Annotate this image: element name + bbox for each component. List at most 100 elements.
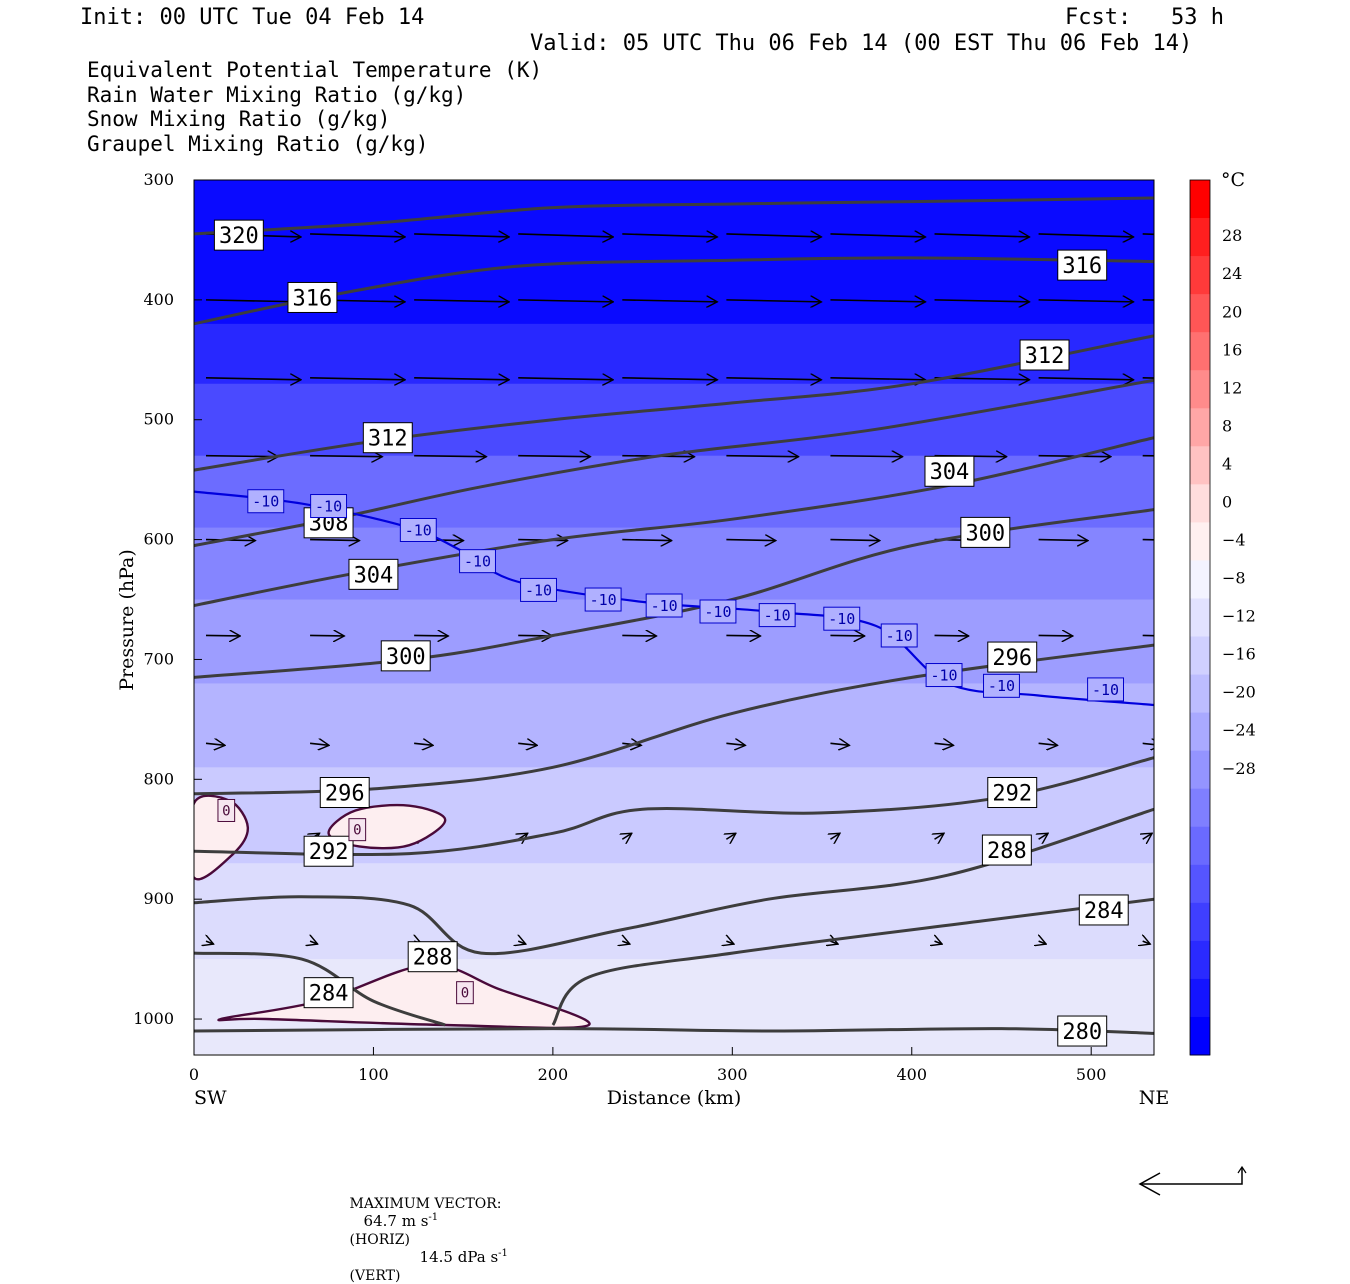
wind-vector — [935, 833, 945, 839]
wind-vector — [726, 300, 821, 302]
zero-label-box — [348, 818, 367, 842]
x-tick-label: 400 — [896, 1065, 927, 1084]
colorbar-swatch — [1190, 408, 1210, 447]
colorbar-swatch — [1190, 750, 1210, 790]
theta-e-label: 284 — [309, 982, 349, 1007]
theta-e-label: 316 — [293, 286, 333, 311]
wind-vector — [206, 941, 214, 944]
wind-vector — [1039, 833, 1049, 839]
x-end-right: NE — [1139, 1087, 1170, 1109]
temperature-shading — [194, 180, 1154, 1055]
minus10-label: -10 — [764, 607, 791, 625]
wind-vector — [726, 743, 745, 745]
colorbar-swatch — [1190, 256, 1210, 295]
wind-vector — [1038, 743, 1058, 745]
theta-e-label-box — [960, 516, 1011, 548]
colorbar-swatch — [1190, 484, 1210, 523]
init-time: Init: 00 UTC Tue 04 Feb 14 — [80, 5, 425, 30]
minus10-label: -10 — [464, 553, 491, 571]
colorbar-tick-label: 12 — [1222, 378, 1242, 397]
wind-vector — [830, 540, 879, 541]
vert-unit: (VERT) — [349, 1268, 401, 1284]
colorbar-tick-label: −4 — [1222, 531, 1246, 550]
y-tick-label: 300 — [143, 170, 174, 189]
y-tick-label: 900 — [143, 889, 174, 908]
wind-vector — [1142, 743, 1154, 745]
x-tick-label: 0 — [189, 1065, 199, 1084]
wind-vector — [205, 378, 301, 380]
y-tick-label: 700 — [143, 649, 174, 668]
theta-e-label: 300 — [386, 645, 426, 670]
minus10-label: -10 — [931, 666, 958, 684]
minus10-label-box — [310, 494, 348, 519]
theta-e-label: 292 — [992, 781, 1032, 806]
y-tick-label: 400 — [143, 290, 174, 309]
minus10-label-box — [247, 489, 285, 514]
colorbar-swatch — [1190, 902, 1210, 942]
shading-band — [194, 180, 1154, 325]
theta-e-contour-284 — [551, 897, 1154, 1026]
colorbar-swatch — [1190, 712, 1210, 752]
wind-vector — [830, 300, 925, 302]
theta-e-label: 304 — [354, 563, 394, 588]
colorbar-swatch — [1190, 370, 1210, 409]
theta-e-label-box — [924, 455, 975, 487]
shading-band — [194, 863, 1154, 961]
theta-e-label: 296 — [992, 646, 1032, 671]
colorbar-swatch — [1190, 1016, 1210, 1056]
wind-vector — [934, 300, 1030, 302]
wind-vector — [1038, 635, 1073, 636]
theta-e-label-box — [303, 835, 354, 867]
wind-vector — [830, 743, 849, 745]
zero-label-box — [456, 981, 474, 1005]
minus10-label: -10 — [315, 497, 342, 515]
minus10-label-box — [1087, 677, 1125, 702]
wind-vector — [726, 234, 821, 237]
theta-e-label: 300 — [965, 521, 1005, 546]
theta-e-label-box — [987, 641, 1038, 673]
colorbar-tick-label: −16 — [1222, 645, 1256, 664]
wind-vector — [414, 743, 433, 745]
theta-e-label-box — [1078, 894, 1129, 926]
wind-vector — [726, 540, 775, 541]
wind-vector — [1038, 300, 1134, 302]
minus10-label-box — [983, 673, 1020, 698]
theta-e-label-box — [362, 422, 413, 454]
wind-vector — [726, 378, 821, 380]
minus10-label-box — [645, 593, 683, 618]
wind-vector — [1142, 634, 1154, 637]
axes: 0 100 200 300 400 500 300 400 500 600 700 800 900 100… — [133, 170, 1106, 1084]
colorbar-swatch — [1190, 180, 1210, 219]
theta-e-label: 288 — [987, 839, 1027, 864]
vert-exponent: -1 — [498, 1248, 508, 1259]
minus10-label-box — [925, 663, 963, 688]
theta-e-label-box — [981, 834, 1032, 866]
y-tick-label: 600 — [143, 530, 174, 549]
theta-e-label: 320 — [219, 224, 259, 249]
colorbar-swatch — [1190, 940, 1210, 980]
colorbar-swatch — [1190, 864, 1210, 904]
theta-e-label-box — [987, 777, 1038, 808]
horiz-unit: (HORIZ) — [349, 1232, 410, 1248]
wind-vector — [726, 635, 760, 636]
max-vector-label: MAXIMUM VECTOR: — [349, 1196, 502, 1212]
colorbar-tick-label: −12 — [1222, 607, 1256, 626]
theta-e-label-box — [303, 977, 354, 1009]
wind-vector — [830, 833, 840, 839]
colorbar-swatch — [1190, 294, 1210, 333]
theta-e-contour-280 — [194, 1027, 1154, 1035]
theta-e-label: 312 — [368, 427, 408, 452]
colorbar-tick-label: −24 — [1222, 721, 1256, 740]
minus10-label-box — [520, 577, 557, 602]
colorbar-swatch — [1190, 978, 1210, 1018]
theta-e-label-box — [213, 219, 264, 251]
colorbar-tick-label: 20 — [1222, 302, 1242, 321]
reference-vector-icon — [1138, 1165, 1247, 1196]
colorbar-swatch — [1190, 826, 1210, 866]
theta-e-label: 316 — [1062, 254, 1102, 279]
legend-graupel: Graupel Mixing Ratio (g/kg) — [87, 132, 429, 156]
wind-vector — [205, 635, 240, 636]
wind-vector — [1142, 538, 1154, 541]
wind-vector — [518, 456, 590, 457]
horiz-value: 64.7 m s — [363, 1212, 429, 1230]
